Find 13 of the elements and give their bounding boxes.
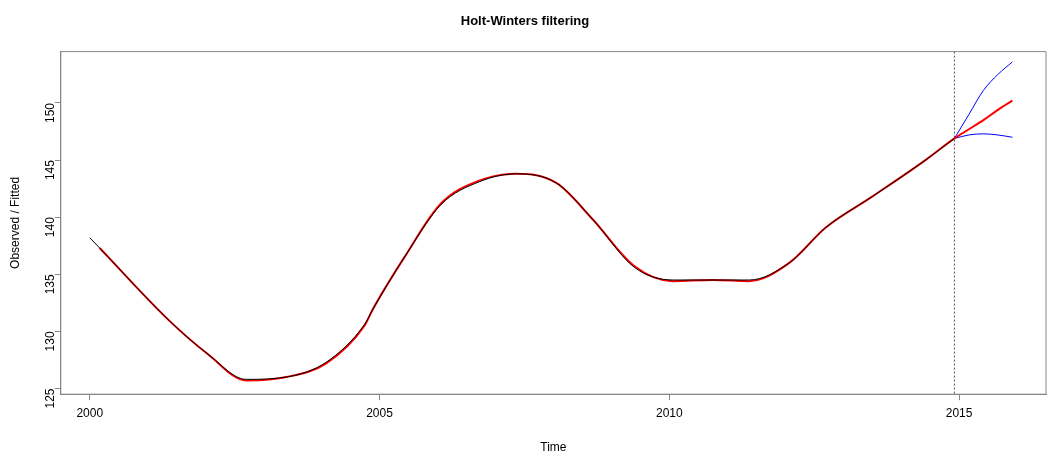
y-tick-label: 125: [43, 388, 58, 409]
y-tick-label: 150: [43, 102, 58, 124]
y-tick-label: 130: [43, 331, 58, 352]
y-tick-label: 135: [43, 273, 58, 295]
x-tick-label: 2010: [655, 405, 683, 420]
x-tick-label: 2005: [366, 405, 394, 420]
y-tick-label: 140: [43, 216, 58, 238]
chart-title: Holt-Winters filtering: [460, 13, 590, 29]
x-axis-title: Time: [540, 440, 567, 455]
y-tick-label: 145: [43, 159, 58, 181]
x-tick-label: 2000: [76, 405, 104, 420]
y-axis-title: Observed / Fitted: [7, 176, 22, 269]
x-tick-label: 2015: [945, 405, 973, 420]
